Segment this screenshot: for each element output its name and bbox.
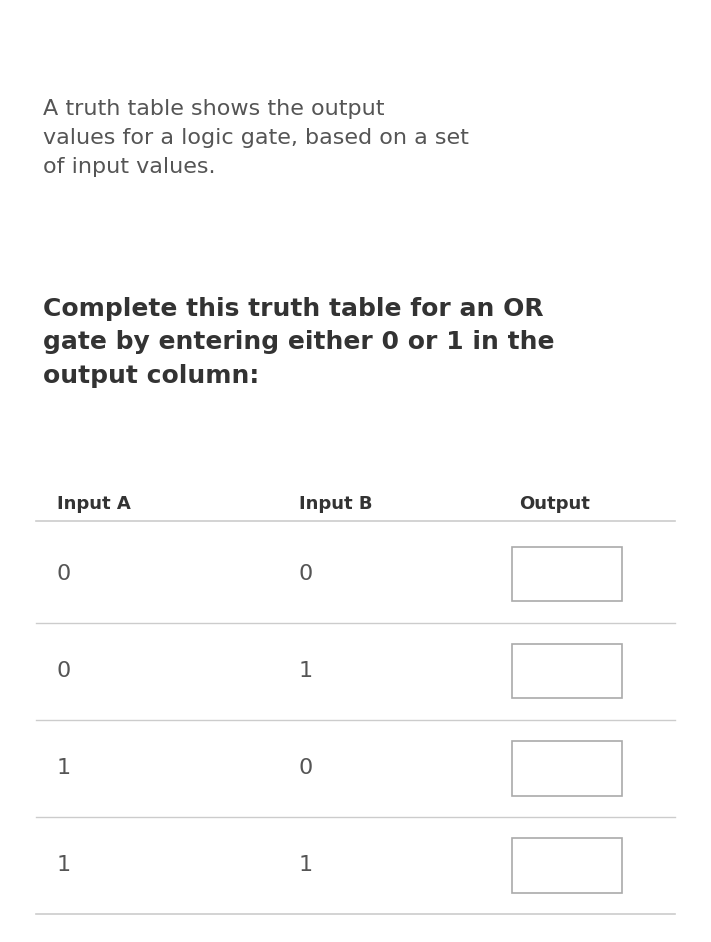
Text: 1: 1 (57, 855, 71, 875)
Text: Complete this truth table for an OR
gate by entering either 0 or 1 in the
output: Complete this truth table for an OR gate… (43, 297, 554, 388)
Text: A truth table shows the output
values for a logic gate, based on a set
of input : A truth table shows the output values fo… (43, 99, 469, 176)
Text: 0: 0 (57, 661, 71, 681)
FancyBboxPatch shape (512, 644, 622, 699)
Text: 1: 1 (299, 855, 313, 875)
FancyBboxPatch shape (512, 838, 622, 893)
Text: 1: 1 (299, 661, 313, 681)
Text: 0: 0 (299, 564, 313, 584)
Text: Input B: Input B (299, 495, 372, 513)
Text: 1: 1 (57, 758, 71, 778)
FancyBboxPatch shape (512, 546, 622, 602)
FancyBboxPatch shape (512, 740, 622, 795)
Text: Input A: Input A (57, 495, 131, 513)
Text: Output: Output (519, 495, 590, 513)
Text: 0: 0 (299, 758, 313, 778)
Text: 0: 0 (57, 564, 71, 584)
